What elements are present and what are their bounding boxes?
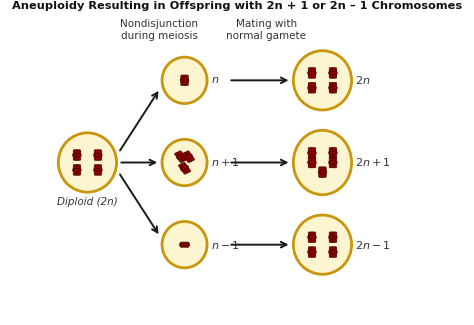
FancyBboxPatch shape (322, 167, 326, 177)
FancyBboxPatch shape (94, 150, 99, 161)
Ellipse shape (293, 130, 352, 195)
Text: Aneuploidy Resulting in Offspring with 2n + 1 or 2n – 1 Chromosomes: Aneuploidy Resulting in Offspring with 2… (12, 1, 462, 11)
FancyBboxPatch shape (308, 68, 312, 78)
FancyBboxPatch shape (185, 151, 194, 161)
Text: $2n+1$: $2n+1$ (356, 157, 391, 168)
FancyBboxPatch shape (311, 148, 316, 158)
FancyBboxPatch shape (329, 148, 334, 158)
FancyBboxPatch shape (332, 157, 337, 168)
Ellipse shape (293, 51, 352, 110)
FancyBboxPatch shape (308, 236, 316, 239)
FancyBboxPatch shape (318, 171, 327, 174)
FancyBboxPatch shape (308, 148, 312, 158)
FancyBboxPatch shape (180, 79, 189, 82)
FancyBboxPatch shape (181, 162, 191, 173)
FancyBboxPatch shape (332, 232, 337, 242)
FancyBboxPatch shape (329, 157, 334, 168)
FancyBboxPatch shape (311, 247, 316, 257)
FancyBboxPatch shape (328, 236, 337, 239)
FancyBboxPatch shape (328, 151, 337, 154)
FancyBboxPatch shape (184, 75, 188, 86)
FancyBboxPatch shape (329, 247, 334, 257)
FancyBboxPatch shape (97, 150, 102, 161)
Ellipse shape (293, 215, 352, 274)
FancyBboxPatch shape (332, 247, 337, 257)
FancyBboxPatch shape (311, 232, 316, 242)
FancyBboxPatch shape (328, 72, 337, 74)
FancyBboxPatch shape (311, 83, 316, 93)
Text: $2n$: $2n$ (356, 74, 371, 86)
FancyBboxPatch shape (182, 152, 192, 162)
Text: $n$: $n$ (211, 75, 219, 85)
FancyBboxPatch shape (308, 151, 316, 154)
FancyBboxPatch shape (73, 150, 78, 161)
FancyBboxPatch shape (184, 154, 193, 160)
Ellipse shape (162, 221, 207, 268)
FancyBboxPatch shape (184, 242, 189, 247)
FancyBboxPatch shape (94, 164, 99, 175)
FancyBboxPatch shape (332, 83, 337, 93)
FancyBboxPatch shape (176, 154, 185, 160)
FancyBboxPatch shape (73, 153, 81, 157)
FancyBboxPatch shape (76, 150, 81, 161)
FancyBboxPatch shape (332, 68, 337, 78)
FancyBboxPatch shape (97, 164, 102, 175)
FancyBboxPatch shape (180, 165, 189, 171)
FancyBboxPatch shape (308, 157, 312, 168)
FancyBboxPatch shape (329, 232, 334, 242)
FancyBboxPatch shape (76, 164, 81, 175)
FancyBboxPatch shape (180, 242, 185, 247)
FancyBboxPatch shape (328, 161, 337, 164)
FancyBboxPatch shape (308, 72, 316, 74)
Text: $2n-1$: $2n-1$ (356, 239, 391, 251)
FancyBboxPatch shape (311, 68, 316, 78)
FancyBboxPatch shape (311, 157, 316, 168)
FancyBboxPatch shape (178, 164, 188, 174)
FancyBboxPatch shape (328, 86, 337, 89)
FancyBboxPatch shape (308, 251, 316, 254)
FancyBboxPatch shape (308, 86, 316, 89)
FancyBboxPatch shape (94, 168, 102, 172)
Text: $n-1$: $n-1$ (211, 239, 240, 251)
Ellipse shape (58, 133, 117, 192)
FancyBboxPatch shape (180, 243, 190, 246)
FancyBboxPatch shape (332, 148, 337, 158)
FancyBboxPatch shape (308, 161, 316, 164)
FancyBboxPatch shape (319, 167, 323, 177)
FancyBboxPatch shape (181, 75, 185, 86)
FancyBboxPatch shape (177, 151, 187, 161)
FancyBboxPatch shape (308, 247, 312, 257)
Ellipse shape (162, 57, 207, 104)
FancyBboxPatch shape (308, 232, 312, 242)
FancyBboxPatch shape (174, 152, 184, 162)
FancyBboxPatch shape (94, 153, 102, 157)
Text: $n+1$: $n+1$ (211, 157, 240, 168)
FancyBboxPatch shape (73, 168, 81, 172)
FancyBboxPatch shape (328, 251, 337, 254)
Text: Mating with
normal gamete: Mating with normal gamete (226, 19, 306, 41)
FancyBboxPatch shape (329, 83, 334, 93)
Text: Nondisjunction
during meiosis: Nondisjunction during meiosis (120, 19, 198, 41)
FancyBboxPatch shape (329, 68, 334, 78)
Text: Diploid (2n): Diploid (2n) (57, 197, 118, 207)
FancyBboxPatch shape (308, 83, 312, 93)
Ellipse shape (162, 139, 207, 186)
FancyBboxPatch shape (73, 164, 78, 175)
